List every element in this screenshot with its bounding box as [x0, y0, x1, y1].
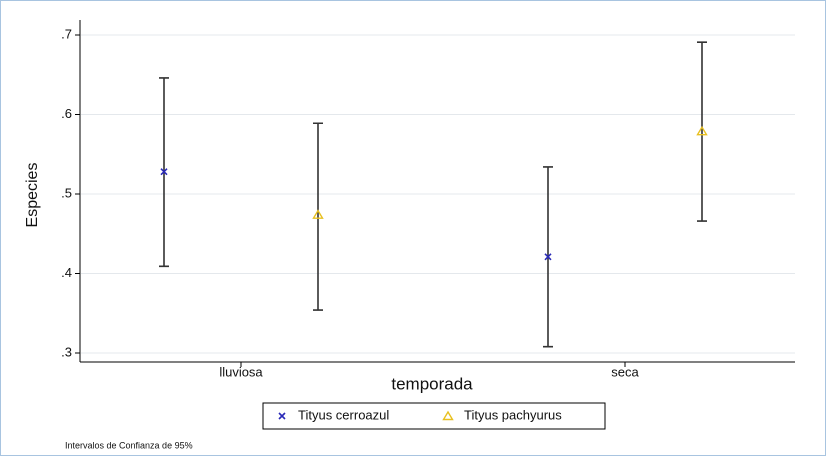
error-bar — [313, 122, 323, 311]
y-tick-label: .6 — [61, 106, 72, 121]
y-axis-label: Especies — [24, 163, 41, 228]
y-tick-label: .7 — [61, 26, 72, 41]
point — [696, 125, 708, 136]
legend-label: Tityus pachyurus — [464, 407, 562, 422]
error-bar — [697, 41, 707, 222]
legend-label: Tityus cerroazul — [298, 407, 389, 422]
point — [160, 168, 168, 176]
y-tick-label: .3 — [61, 344, 72, 359]
note: Intervalos de Confianza de 95% — [65, 440, 193, 450]
point — [312, 209, 324, 219]
legend-marker — [442, 410, 454, 421]
x-tick-label: lluviosa — [219, 364, 263, 379]
legend — [262, 402, 606, 430]
x-axis-label: temporada — [391, 374, 473, 393]
y-tick-label: .4 — [61, 265, 72, 280]
legend-marker — [278, 412, 286, 420]
y-tick-label: .5 — [61, 185, 72, 200]
point — [544, 253, 552, 261]
x-tick-label: seca — [611, 364, 639, 379]
